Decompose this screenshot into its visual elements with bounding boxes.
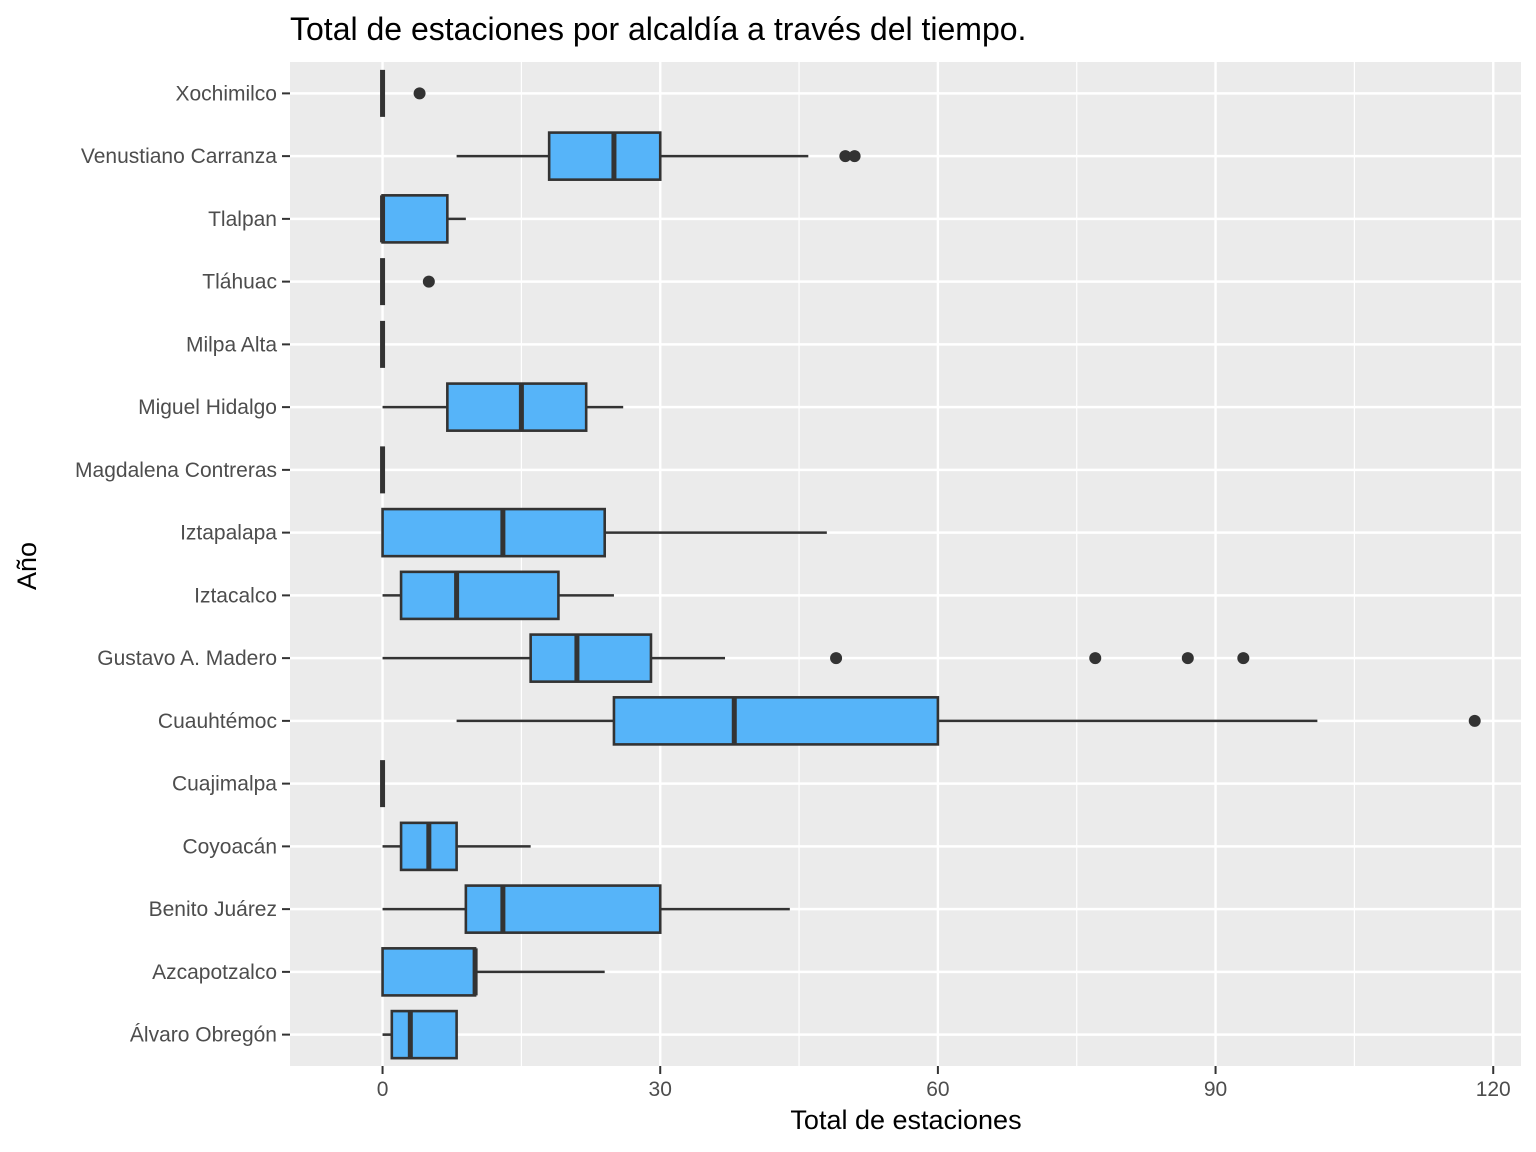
box-0 [380, 69, 426, 117]
x-axis: 0 30 60 90 120 [377, 1066, 1511, 1101]
box-12 [382, 821, 531, 872]
y-tick-label: Tlalpan [208, 208, 277, 231]
y-tick-label: Benito Juárez [149, 898, 277, 921]
box-14 [381, 947, 605, 997]
box-1 [456, 131, 861, 181]
box-iqr [547, 131, 662, 181]
outlier-point [1468, 714, 1481, 727]
outlier-point [1089, 652, 1102, 665]
box-15 [382, 1009, 458, 1060]
x-tick-label: 60 [926, 1078, 949, 1101]
y-tick-label: Venustiano Carranza [81, 145, 277, 168]
box-5 [382, 382, 624, 432]
outlier-point [839, 150, 852, 163]
box-10 [456, 696, 1481, 746]
x-tick-label: 90 [1204, 1078, 1227, 1101]
box-iqr [399, 570, 560, 621]
box-iqr [381, 194, 449, 244]
y-tick-label: Cuajimalpa [172, 773, 277, 796]
y-tick-label: Miguel Hidalgo [138, 396, 277, 419]
x-tick-label: 30 [649, 1078, 672, 1101]
box-iqr [612, 696, 940, 746]
box-13 [382, 884, 790, 934]
y-tick-label: Álvaro Obregón [130, 1024, 277, 1047]
outlier-point [830, 652, 843, 665]
box-9 [382, 633, 1250, 683]
box-2 [380, 194, 466, 244]
x-tick-label: 120 [1476, 1078, 1511, 1101]
box-iqr [529, 633, 653, 683]
box-8 [382, 570, 614, 621]
outlier-point [422, 275, 435, 288]
y-tick-label: Tláhuac [202, 271, 277, 294]
boxplot-series [380, 69, 1481, 1060]
y-tick-label: Gustavo A. Madero [97, 647, 277, 670]
x-axis-title: Total de estaciones [790, 1105, 1021, 1135]
y-tick-label: Magdalena Contreras [75, 459, 277, 482]
outlier-point [848, 150, 861, 163]
outlier-point [1181, 652, 1194, 665]
outlier-point [413, 87, 426, 100]
y-tick-label: Azcapotzalco [152, 961, 277, 984]
box-iqr [390, 1009, 458, 1060]
y-tick-label: Iztapalapa [180, 522, 277, 545]
y-tick-label: Coyoacán [182, 835, 277, 858]
y-axis-title: Año [12, 542, 42, 590]
outlier-point [1237, 652, 1250, 665]
y-axis: Xochimilco Venustiano Carranza Tlalpan Tláh… [75, 82, 290, 1047]
y-tick-label: Iztacalco [194, 584, 277, 607]
box-iqr [446, 382, 588, 432]
box-iqr [464, 884, 662, 934]
box-3 [380, 258, 435, 306]
box-iqr [381, 947, 477, 997]
y-tick-label: Milpa Alta [186, 333, 277, 356]
y-tick-label: Xochimilco [175, 82, 277, 105]
y-tick-label: Cuauhtémoc [158, 710, 277, 733]
chart-title: Total de estaciones por alcaldía a travé… [290, 11, 1026, 47]
box-iqr [381, 507, 606, 558]
box-7 [381, 507, 827, 558]
x-tick-label: 0 [377, 1078, 389, 1101]
